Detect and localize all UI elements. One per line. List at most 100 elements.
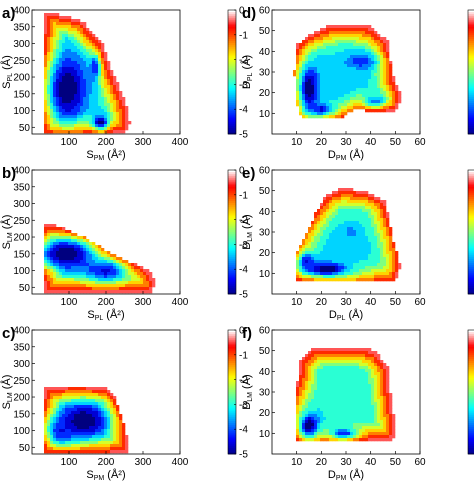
colorbar-segment (468, 63, 474, 67)
colorbar-segment (468, 256, 474, 260)
colorbar-segment (228, 113, 236, 116)
colorbar-segment (228, 217, 236, 220)
x-axis-label: SPM (Å²) (86, 468, 125, 482)
colorbar-segment (228, 365, 236, 368)
x-tick-label: 300 (135, 137, 152, 148)
panel-label: e) (242, 165, 255, 182)
colorbar-segment (228, 123, 236, 127)
colorbar-segment (228, 420, 236, 424)
colorbar-segment (228, 348, 236, 352)
colorbar-segment (468, 10, 474, 13)
colorbar-segment (468, 445, 474, 449)
colorbar-segment (468, 400, 474, 403)
colorbar-segment (228, 209, 236, 212)
colorbar-segment (468, 265, 474, 268)
x-tick-label: 30 (340, 297, 352, 308)
colorbar-segment (468, 287, 474, 291)
colorbar-segment (228, 369, 236, 372)
colorbar-segment (228, 203, 236, 206)
colorbar-segment (468, 20, 474, 23)
colorbar-segment (228, 287, 236, 291)
colorbar-segment (468, 76, 474, 79)
heatmap-field (296, 188, 402, 282)
x-tick-label: 30 (340, 137, 352, 148)
colorbar-segment (228, 256, 236, 260)
x-tick-label: 100 (61, 457, 78, 468)
colorbar-segment (468, 441, 474, 445)
colorbar-segment (228, 340, 236, 343)
colorbar-segment (228, 240, 236, 243)
colorbar-segment (228, 236, 236, 239)
colorbar-segment (228, 252, 236, 256)
colorbar-segment (228, 172, 236, 175)
colorbar-segment (228, 367, 236, 370)
y-tick-label: 20 (259, 408, 271, 419)
colorbar-segment (228, 92, 236, 96)
colorbar-segment (228, 447, 236, 451)
colorbar-segment (228, 265, 236, 268)
colorbar-segment (468, 96, 474, 100)
panel-label: c) (2, 325, 15, 342)
colorbar-segment (228, 26, 236, 29)
x-tick-label: 10 (291, 457, 303, 468)
colorbar-segment (468, 115, 474, 118)
colorbar-segment (468, 352, 474, 356)
colorbar-segment (228, 100, 236, 104)
colorbar-segment (228, 338, 236, 341)
panel-c: 50 100 150 200 250 300 350 400 100 200 300 400 SPM (… (0, 325, 248, 482)
x-tick-label: 20 (316, 137, 328, 148)
x-tick-label: 200 (98, 137, 115, 148)
colorbar-segment (468, 410, 474, 414)
colorbar-segment (228, 47, 236, 50)
colorbar-segment (468, 232, 474, 235)
colorbar-segment (468, 123, 474, 127)
colorbar-segment (228, 186, 236, 189)
colorbar-segment (228, 358, 236, 362)
y-tick-label: 50 (259, 346, 271, 357)
colorbar-segment (468, 348, 474, 352)
colorbar-frame (467, 169, 474, 295)
colorbar-segment (228, 449, 236, 453)
y-tick-label: 400 (13, 166, 30, 177)
colorbar-segment (468, 429, 474, 432)
colorbar-segment (228, 205, 236, 208)
panel-d: 10 20 30 40 50 60 10 20 30 40 50 60 DPM (Å) DPL (Å) d)… (240, 5, 474, 162)
colorbar-segment (228, 174, 236, 177)
colorbar-segment (228, 43, 236, 46)
colorbar-tick-label: -3 (239, 240, 248, 251)
colorbar-segment (468, 69, 474, 73)
y-axis-label: DPL (Å) (240, 55, 254, 89)
colorbar-segment (228, 242, 236, 245)
colorbar-segment (228, 238, 236, 241)
panel-label: b) (2, 165, 16, 182)
colorbar-segment (468, 377, 474, 380)
colorbar-tick-label: -4 (239, 105, 248, 116)
colorbar-segment (228, 121, 236, 125)
colorbar-segment (468, 275, 474, 278)
colorbar-segment (468, 433, 474, 436)
y-tick-label: 150 (13, 409, 30, 420)
y-tick-label: 300 (13, 199, 30, 210)
y-tick-label: 50 (259, 186, 271, 197)
colorbar-segment (228, 129, 236, 133)
colorbar-segment (468, 125, 474, 129)
colorbar-segment (228, 406, 236, 409)
colorbar-segment (468, 229, 474, 233)
colorbar-segment (468, 129, 474, 133)
colorbar-segment (228, 67, 236, 71)
colorbar-segment (228, 107, 236, 110)
y-tick-label: 100 (13, 266, 30, 277)
colorbar-segment (228, 443, 236, 447)
colorbar-segment (228, 176, 236, 179)
y-tick-label: 250 (13, 56, 30, 67)
colorbar-segment (228, 267, 236, 270)
colorbar-segment (228, 207, 236, 210)
colorbar-segment (228, 396, 236, 399)
colorbar-segment (468, 238, 474, 241)
colorbar-segment (468, 240, 474, 243)
colorbar-segment (228, 16, 236, 19)
colorbar-segment (228, 34, 236, 38)
x-axis-label: DPL (Å) (329, 308, 363, 322)
colorbar-segment (228, 246, 236, 249)
